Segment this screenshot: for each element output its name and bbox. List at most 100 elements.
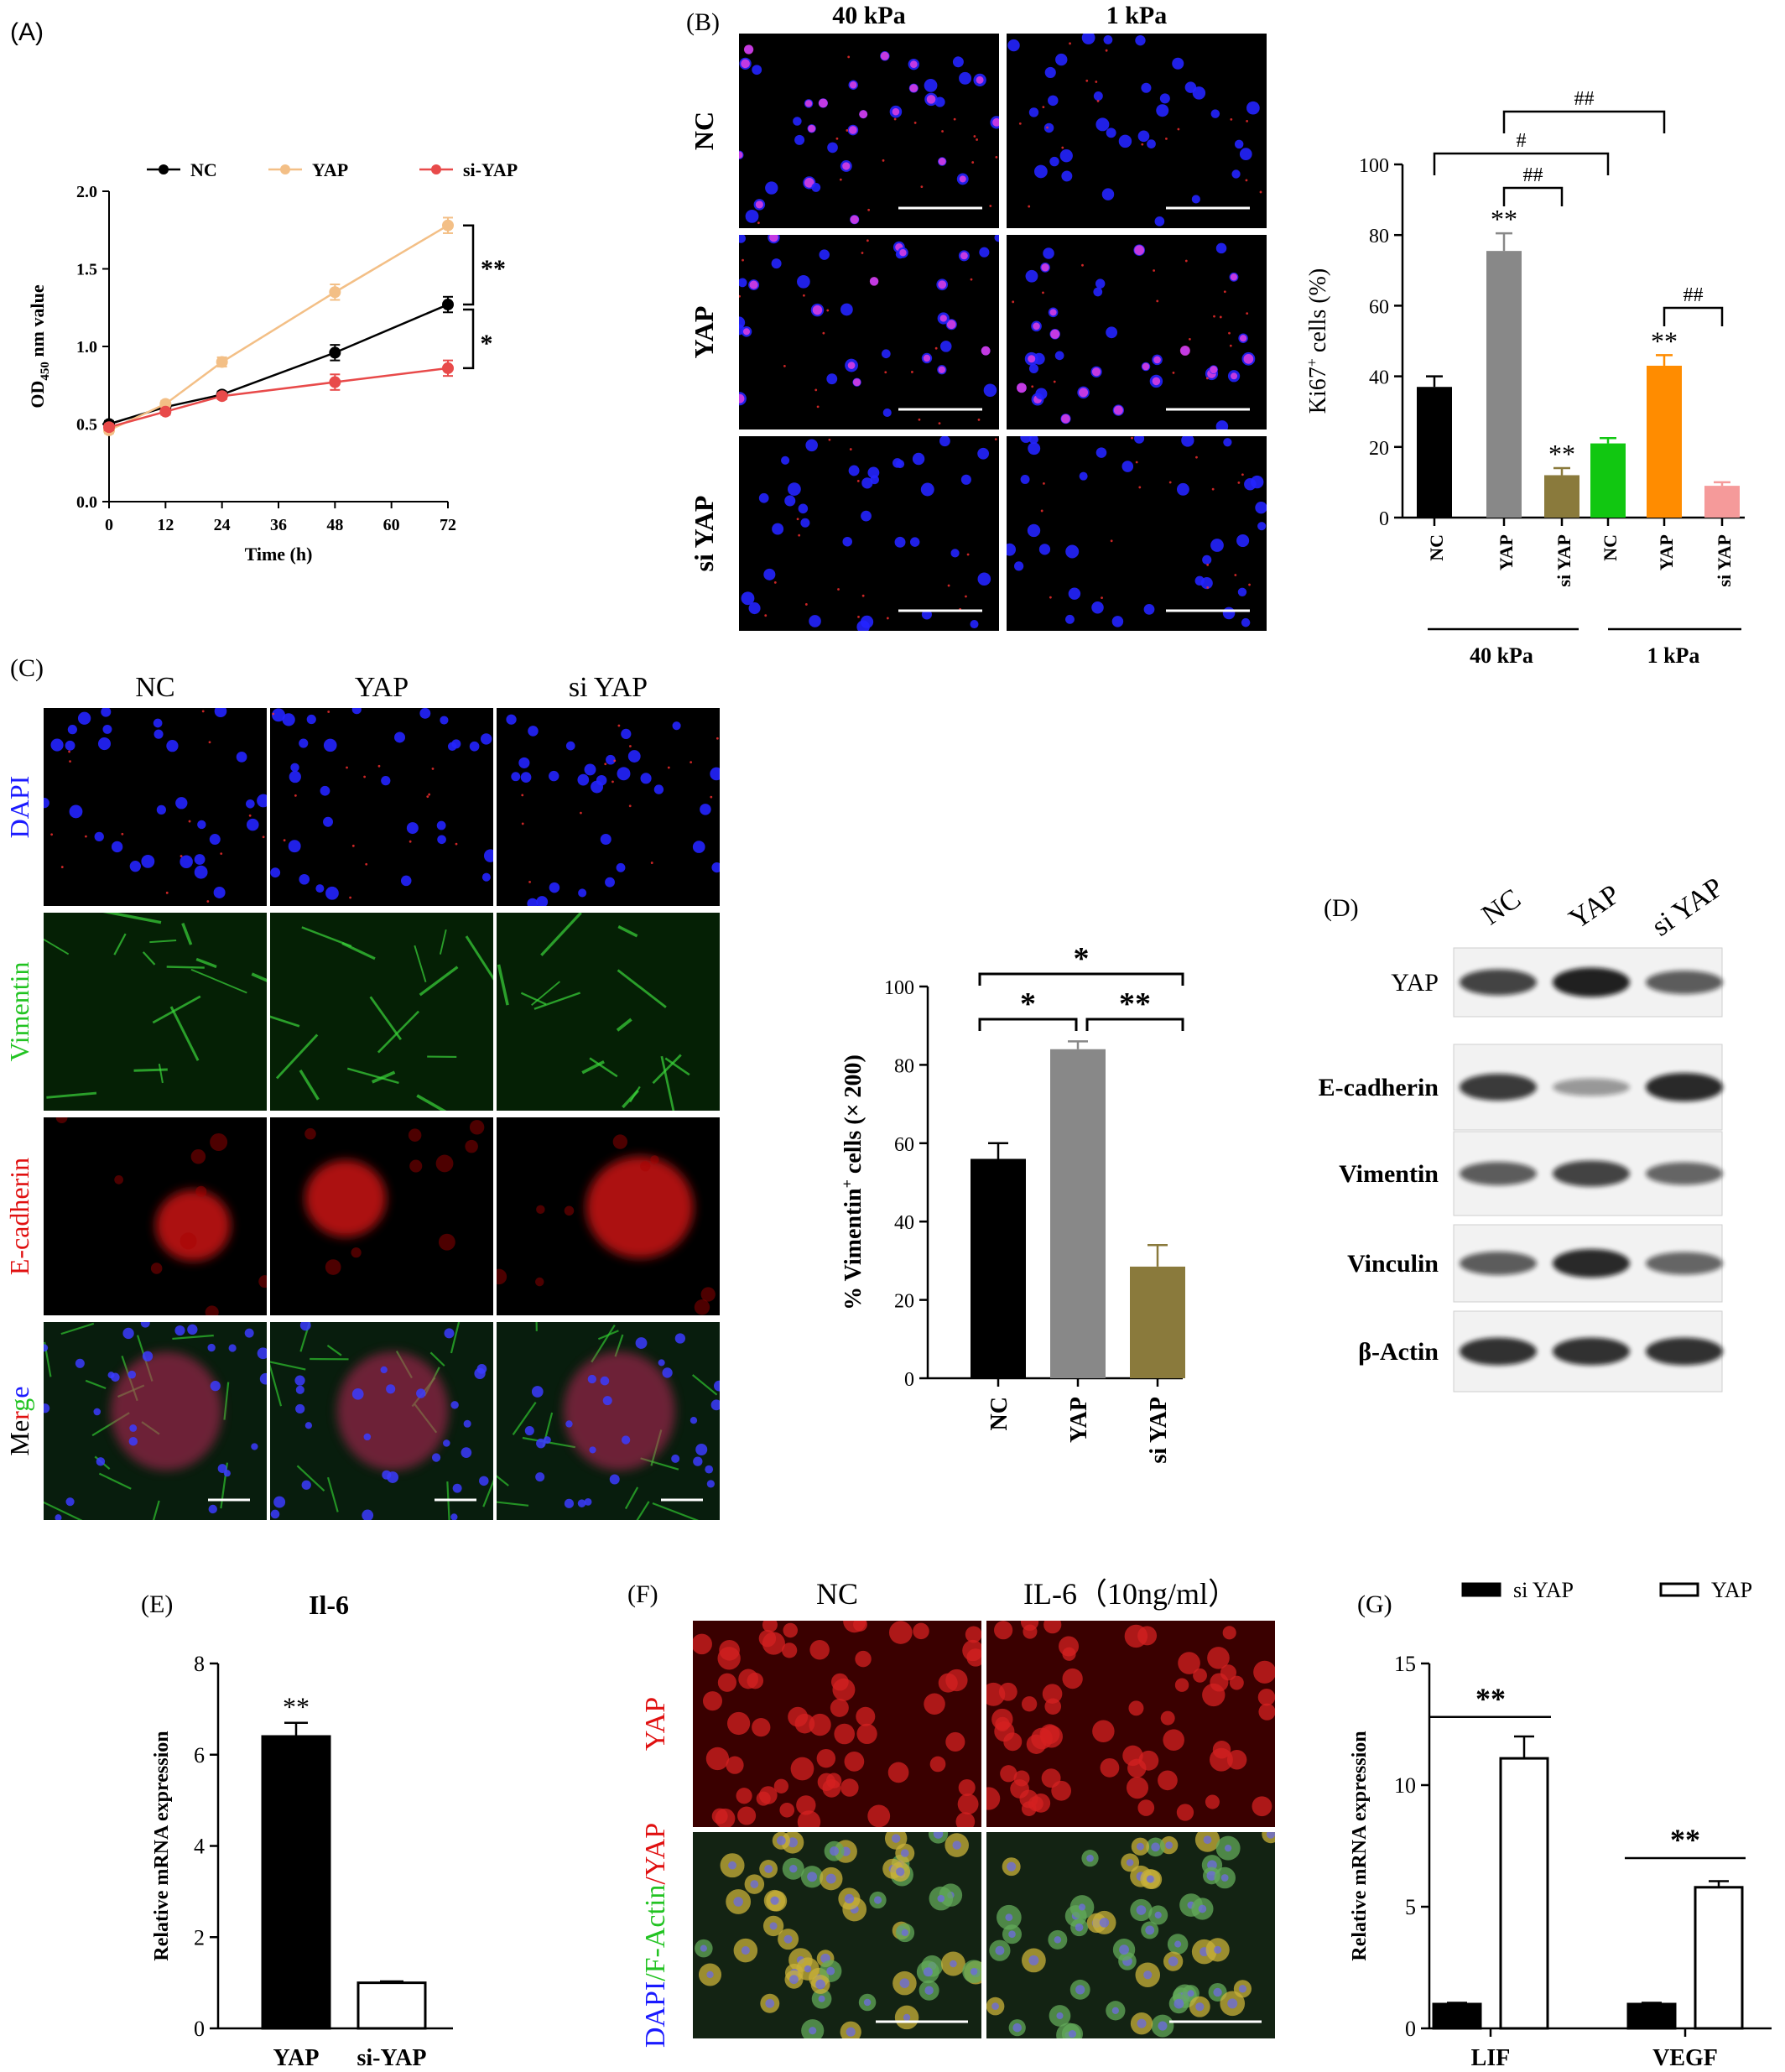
bar bbox=[1704, 486, 1740, 518]
bar bbox=[1544, 475, 1579, 518]
emt-microscopy-grid: NC YAP si YAP DAPI Vimentin E-cadherin Merge bbox=[4, 672, 720, 1520]
western-blot: NC YAP si YAP YAP E-cadherin Vimentin Vinculin… bbox=[1319, 872, 1729, 1393]
x-tick-label: YAP bbox=[1066, 1397, 1092, 1443]
row-label: si YAP bbox=[689, 496, 719, 572]
y-tick-label: 100 bbox=[1359, 155, 1389, 177]
y-tick-label: 80 bbox=[894, 1055, 914, 1077]
sig-bracket bbox=[1433, 152, 1610, 175]
x-tick-label: LIF bbox=[1471, 2045, 1511, 2071]
image-content bbox=[44, 913, 267, 1111]
image-background bbox=[739, 436, 999, 631]
image-content bbox=[693, 1621, 981, 1827]
sig-label: ** bbox=[1475, 1682, 1506, 1715]
image-background bbox=[44, 708, 267, 906]
group-label: 40 kPa bbox=[1470, 643, 1533, 668]
sig-bracket bbox=[463, 308, 475, 370]
protein-label: Vimentin bbox=[1339, 1160, 1439, 1188]
micrograph bbox=[44, 708, 267, 906]
column-label: 1 kPa bbox=[1106, 2, 1168, 29]
bar bbox=[261, 1735, 331, 2030]
legend-marker bbox=[280, 164, 290, 174]
micrograph bbox=[986, 1621, 1275, 1827]
x-tick-label: YAP bbox=[1656, 534, 1677, 570]
image-content bbox=[739, 235, 999, 425]
y-tick-label: 8 bbox=[194, 1652, 205, 1676]
bar bbox=[1432, 2002, 1482, 2030]
x-tick-label: 48 bbox=[326, 516, 343, 534]
panel-label-c: (C) bbox=[10, 654, 44, 682]
y-tick-label: 80 bbox=[1369, 226, 1389, 247]
image-content bbox=[1012, 242, 1256, 429]
bar bbox=[1499, 1757, 1549, 2030]
column-label: 40 kPa bbox=[832, 2, 906, 29]
sig-label: * bbox=[1074, 941, 1090, 976]
blot-band bbox=[1460, 969, 1537, 996]
y-tick-label: 0.5 bbox=[76, 416, 97, 435]
image-content bbox=[55, 1117, 267, 1315]
panel-label-d: (D) bbox=[1324, 894, 1359, 922]
blot-band bbox=[1553, 1078, 1630, 1096]
y-tick-label: 0.0 bbox=[76, 493, 97, 512]
lif-vegf-bar-chart: 0 5 10 15 Relative mRNA expression si YAP YAP L… bbox=[1349, 1578, 1772, 2071]
legend-label: YAP bbox=[312, 159, 348, 180]
legend-marker bbox=[159, 164, 169, 174]
micrograph bbox=[1007, 34, 1267, 228]
column-label: si YAP bbox=[569, 672, 648, 703]
bar bbox=[971, 1158, 1026, 1378]
blot-band bbox=[1460, 1162, 1537, 1185]
image-content bbox=[693, 1832, 981, 2038]
image-content bbox=[986, 1832, 1275, 2038]
legend-marker bbox=[431, 164, 441, 174]
image-content bbox=[739, 44, 999, 225]
image-content bbox=[44, 1322, 267, 1520]
y-tick-label: 5 bbox=[1405, 1895, 1416, 1919]
ki67-microscopy-grid: 40 kPa 1 kPa NC YAP si YAP bbox=[689, 2, 1267, 631]
image-content bbox=[1007, 34, 1262, 226]
micrograph bbox=[270, 1117, 493, 1315]
x-tick-label: VEGF bbox=[1652, 2045, 1718, 2071]
bar-significance: ** bbox=[1651, 325, 1678, 356]
blot-band bbox=[1553, 967, 1630, 997]
micrograph bbox=[270, 1322, 493, 1520]
y-tick-label: 0 bbox=[194, 2017, 205, 2041]
y-tick-label: 40 bbox=[894, 1212, 914, 1234]
blot-band bbox=[1646, 1073, 1723, 1101]
panel-label-f: (F) bbox=[627, 1580, 658, 1608]
sig-label: ** bbox=[481, 255, 506, 283]
image-content bbox=[497, 1322, 720, 1520]
protein-label: E-cadherin bbox=[1319, 1074, 1439, 1101]
sig-label: ** bbox=[1670, 1823, 1700, 1856]
y-tick-label: 1.5 bbox=[76, 261, 97, 279]
micrograph bbox=[44, 1322, 267, 1520]
micrograph bbox=[497, 913, 720, 1111]
y-tick-label: 15 bbox=[1394, 1652, 1416, 1676]
sig-label: # bbox=[1517, 130, 1527, 152]
sig-bracket bbox=[978, 972, 1184, 986]
x-axis-label: Time (h) bbox=[245, 544, 313, 565]
growth-line-chart: 0.0 0.5 1.0 1.5 2.0 0 12 24 36 48 60 72 Time (h) OD45… bbox=[27, 159, 518, 565]
sig-bracket bbox=[1502, 110, 1666, 133]
y-tick-label: 2 bbox=[194, 1925, 205, 1950]
panel-label-b: (B) bbox=[686, 8, 720, 36]
bar bbox=[1050, 1049, 1106, 1378]
y-tick-label: 2.0 bbox=[76, 183, 97, 201]
image-content bbox=[44, 708, 267, 903]
blot-band bbox=[1553, 1249, 1630, 1278]
micrograph bbox=[693, 1621, 981, 1827]
column-label: IL-6（10ng/ml） bbox=[1023, 1577, 1238, 1611]
micrograph bbox=[1007, 436, 1267, 631]
protein-label: Vinculin bbox=[1347, 1250, 1439, 1278]
panel-label-a: (A) bbox=[10, 18, 44, 46]
image-content bbox=[1007, 436, 1267, 627]
data-point bbox=[329, 286, 341, 299]
bar-significance: ** bbox=[1491, 204, 1517, 234]
micrograph bbox=[986, 1832, 1275, 2038]
blot-band bbox=[1646, 1162, 1723, 1185]
y-axis-label: OD450 nm value bbox=[27, 284, 52, 408]
x-tick-label: YAP bbox=[273, 2045, 320, 2071]
x-tick-label: si YAP bbox=[1146, 1397, 1172, 1464]
data-point bbox=[159, 405, 172, 418]
x-tick-label: si-YAP bbox=[357, 2045, 427, 2071]
sig-label: ## bbox=[1684, 284, 1704, 306]
y-tick-label: 6 bbox=[194, 1743, 205, 1767]
